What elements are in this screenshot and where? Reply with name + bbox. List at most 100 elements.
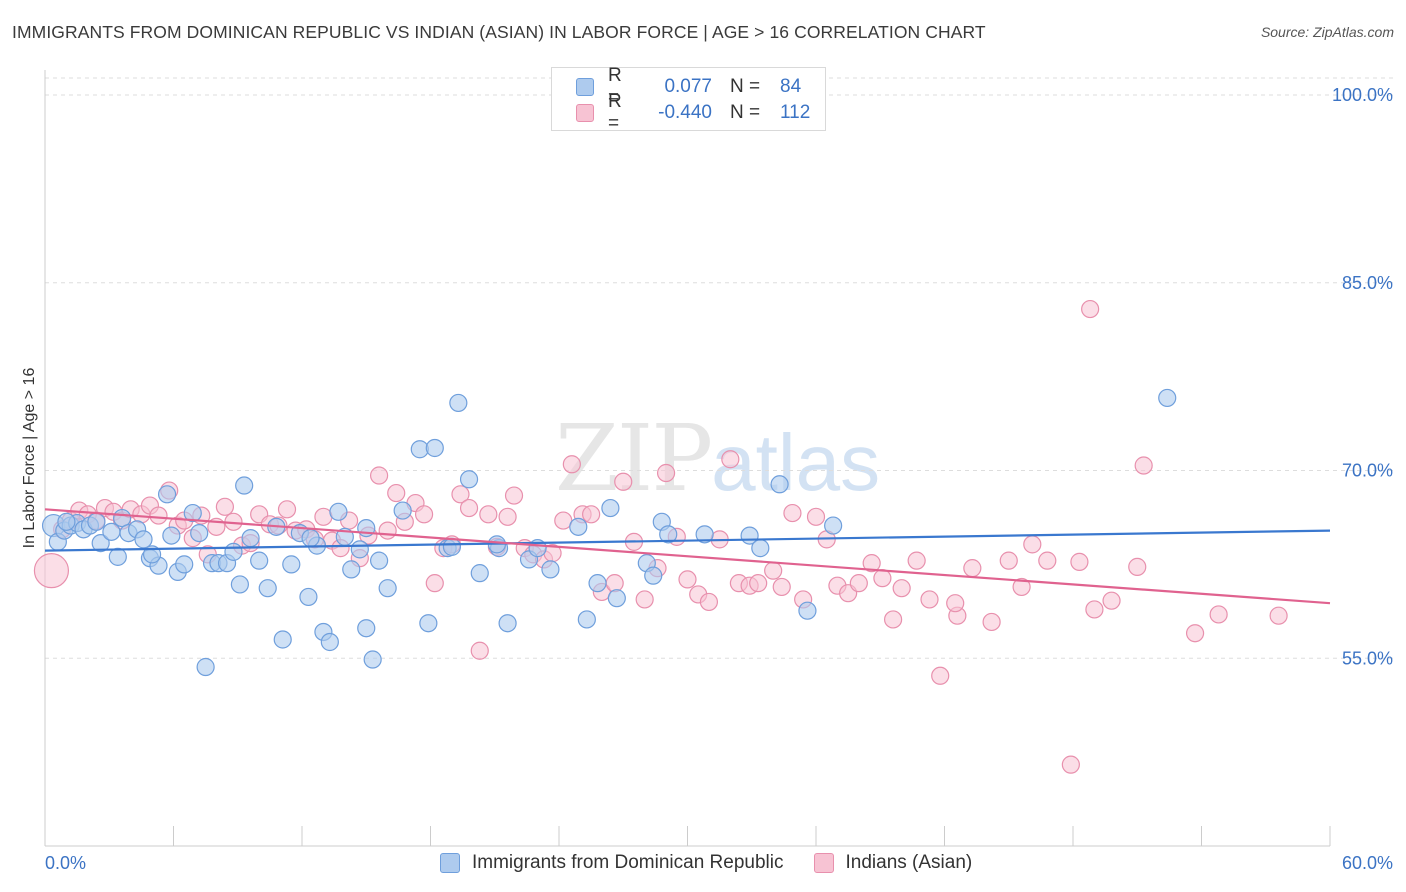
legend-n-label: N = bbox=[730, 76, 761, 97]
dominican-point bbox=[57, 512, 76, 531]
dominican-point bbox=[410, 440, 429, 459]
indians-point bbox=[635, 590, 654, 609]
legend-item-indians: Indians (Asian) bbox=[813, 852, 973, 874]
indians-point bbox=[721, 450, 740, 469]
x-tick-label-max: 60.0% bbox=[1342, 853, 1393, 873]
dominican-point bbox=[425, 438, 444, 458]
indians-point bbox=[605, 574, 624, 593]
legend-label-indians: Indians (Asian) bbox=[845, 852, 973, 873]
dominican-point bbox=[569, 517, 588, 536]
source-label: Source: ZipAtlas.com bbox=[1260, 24, 1394, 40]
indians-point bbox=[414, 505, 434, 524]
indians-point bbox=[614, 472, 633, 491]
indians-trend-line bbox=[44, 508, 1331, 605]
indians-point bbox=[920, 590, 939, 609]
indians-point bbox=[1269, 606, 1288, 625]
y-tick-label: 55.0% bbox=[1342, 648, 1393, 668]
indians-point bbox=[678, 570, 697, 589]
dominican-point bbox=[470, 564, 489, 583]
dominican-point bbox=[162, 526, 181, 545]
indians-point bbox=[1209, 605, 1228, 624]
dominican-point bbox=[498, 614, 517, 633]
indians-point bbox=[931, 666, 950, 685]
dominican-point bbox=[393, 501, 412, 520]
dominican-point bbox=[459, 470, 479, 489]
y-tick-label: 70.0% bbox=[1342, 461, 1393, 481]
dominican-point bbox=[449, 393, 468, 413]
dominican-point bbox=[378, 579, 397, 598]
indians-point bbox=[1012, 577, 1031, 597]
legend-n-value: 112 bbox=[780, 102, 811, 123]
legend-row-dominican: R = 0.077 N = 84 bbox=[576, 65, 802, 108]
legend-n-label: N = bbox=[730, 102, 761, 123]
dominican-point bbox=[541, 560, 560, 579]
indians-point bbox=[883, 610, 903, 629]
indians-point bbox=[498, 507, 517, 526]
indians-point bbox=[892, 579, 911, 598]
dominican-point bbox=[175, 555, 194, 574]
dominican-point bbox=[770, 475, 789, 494]
chart-title: IMMIGRANTS FROM DOMINICAN REPUBLIC VS IN… bbox=[12, 22, 986, 42]
dominican-point bbox=[798, 601, 817, 620]
indians-point bbox=[749, 574, 768, 593]
indians-point bbox=[1081, 299, 1100, 319]
indians-point bbox=[982, 612, 1001, 632]
indians-point bbox=[277, 500, 297, 519]
dominican-point bbox=[87, 512, 106, 531]
legend-swatch-pink bbox=[813, 853, 834, 873]
legend-r-label: R = bbox=[608, 65, 622, 108]
dominican-point bbox=[329, 502, 348, 521]
indians-point bbox=[1070, 552, 1089, 571]
dominican-point bbox=[695, 525, 714, 544]
indians-point bbox=[1023, 535, 1042, 554]
watermark-atlas: atlas bbox=[711, 418, 881, 507]
dominican-point bbox=[134, 530, 153, 549]
dominican-point bbox=[357, 619, 376, 638]
dominican-point bbox=[273, 630, 292, 649]
indians-point bbox=[459, 498, 479, 518]
dominican-point bbox=[588, 574, 607, 593]
dominican-point bbox=[258, 579, 277, 598]
dominican-point bbox=[241, 529, 260, 548]
indians-point bbox=[387, 483, 406, 503]
indians-point bbox=[215, 497, 234, 516]
dominican-point bbox=[607, 589, 626, 608]
legend-r-value: 0.077 bbox=[664, 76, 712, 97]
watermark: ZIPatlas bbox=[555, 405, 880, 512]
dominican-point bbox=[301, 529, 320, 548]
indians-point bbox=[425, 574, 444, 593]
legend-swatch-pink bbox=[576, 104, 594, 122]
indians-point bbox=[946, 594, 965, 613]
dominican-point bbox=[108, 547, 127, 566]
stats-legend: R = 0.077 N = 84 R = -0.440 N = 112 bbox=[551, 65, 826, 134]
indians-point bbox=[562, 455, 581, 474]
indians-point bbox=[1185, 624, 1205, 643]
indians-point bbox=[907, 551, 926, 570]
dominican-point bbox=[91, 534, 110, 553]
dominican-point bbox=[659, 525, 678, 544]
legend-swatch-blue bbox=[440, 853, 460, 873]
dominican-point bbox=[102, 522, 121, 541]
indians-point bbox=[33, 553, 70, 589]
indians-point bbox=[806, 507, 826, 526]
dominican-point bbox=[363, 650, 382, 669]
dominican-point bbox=[190, 523, 209, 543]
indians-point bbox=[1128, 557, 1147, 576]
dominican-point bbox=[320, 632, 339, 652]
dominican-point bbox=[419, 614, 438, 633]
indians-point bbox=[963, 559, 982, 578]
axes: In Labor Force | Age > 16 bbox=[21, 70, 1331, 847]
indians-point bbox=[862, 554, 881, 573]
dominican-point bbox=[282, 555, 301, 574]
dominican-point bbox=[299, 587, 318, 607]
dominican-point bbox=[601, 498, 620, 518]
tick-labels: 55.0% 70.0% 85.0% 100.0% 0.0% 60.0% bbox=[45, 85, 1393, 873]
indians-point bbox=[1085, 600, 1104, 619]
trend-lines bbox=[44, 508, 1331, 605]
y-tick-label: 100.0% bbox=[1332, 85, 1393, 105]
legend-n-value: 84 bbox=[780, 76, 802, 97]
indians-point bbox=[783, 503, 802, 523]
legend-swatch-blue bbox=[576, 78, 594, 96]
dominican-point bbox=[157, 485, 177, 504]
